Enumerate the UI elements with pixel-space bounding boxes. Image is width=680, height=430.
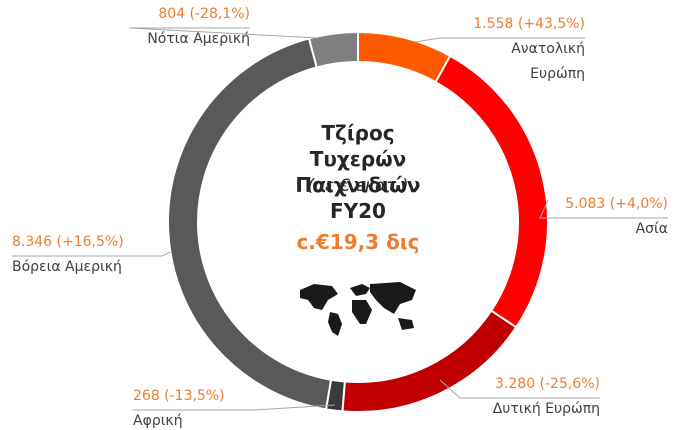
value-label: 268 (-13,5%) xyxy=(133,388,225,404)
data-label: 8.346 (+16,5%) Βόρεια Αμερική xyxy=(12,230,172,280)
donut-segment xyxy=(167,37,333,411)
chart-subtitle: (σε € εκατ.) xyxy=(307,176,409,196)
donut-segment xyxy=(324,378,347,413)
annotation: c.€19,3 δις xyxy=(296,230,420,254)
value-label: 3.280 (-25,6%) xyxy=(495,376,600,392)
leader-line xyxy=(414,37,585,43)
value-label: 8.346 (+16,5%) xyxy=(12,234,124,250)
category-label: Ασία xyxy=(635,221,668,237)
category-label: Βόρεια Αμερική xyxy=(12,259,122,275)
value-label: 804 (-28,1%) xyxy=(158,6,250,22)
data-label: 268 (-13,5%) Αφρική xyxy=(133,384,253,430)
category-label: Ανατολική Ευρώπη xyxy=(511,41,585,82)
category-label: Αφρική xyxy=(133,413,183,429)
category-label: Δυτική Ευρώπη xyxy=(492,401,600,417)
value-label: 1.558 (+43,5%) xyxy=(473,16,585,32)
data-label: 3.280 (-25,6%) Δυτική Ευρώπη xyxy=(460,372,600,422)
data-label: 804 (-28,1%) Νότια Αμερική xyxy=(130,2,250,52)
donut-segment xyxy=(434,54,549,329)
chart-title: Τζίρος Τυχερών Παιχνιδιών FY20 xyxy=(295,121,421,223)
data-label: 5.083 (+4,0%) Ασία xyxy=(540,192,668,242)
donut-segment xyxy=(357,30,452,84)
leader-line xyxy=(439,379,600,399)
donut-segment xyxy=(341,309,518,413)
leader-line xyxy=(129,27,319,39)
value-label: 5.083 (+4,0%) xyxy=(565,196,668,212)
leader-line xyxy=(12,251,171,257)
category-label: Νότια Αμερική xyxy=(147,31,250,47)
data-label: 1.558 (+43,5%) Ανατολική Ευρώπη xyxy=(440,12,585,87)
leader-line xyxy=(133,404,336,411)
leader-line xyxy=(539,199,668,219)
world-map-icon xyxy=(300,282,416,336)
